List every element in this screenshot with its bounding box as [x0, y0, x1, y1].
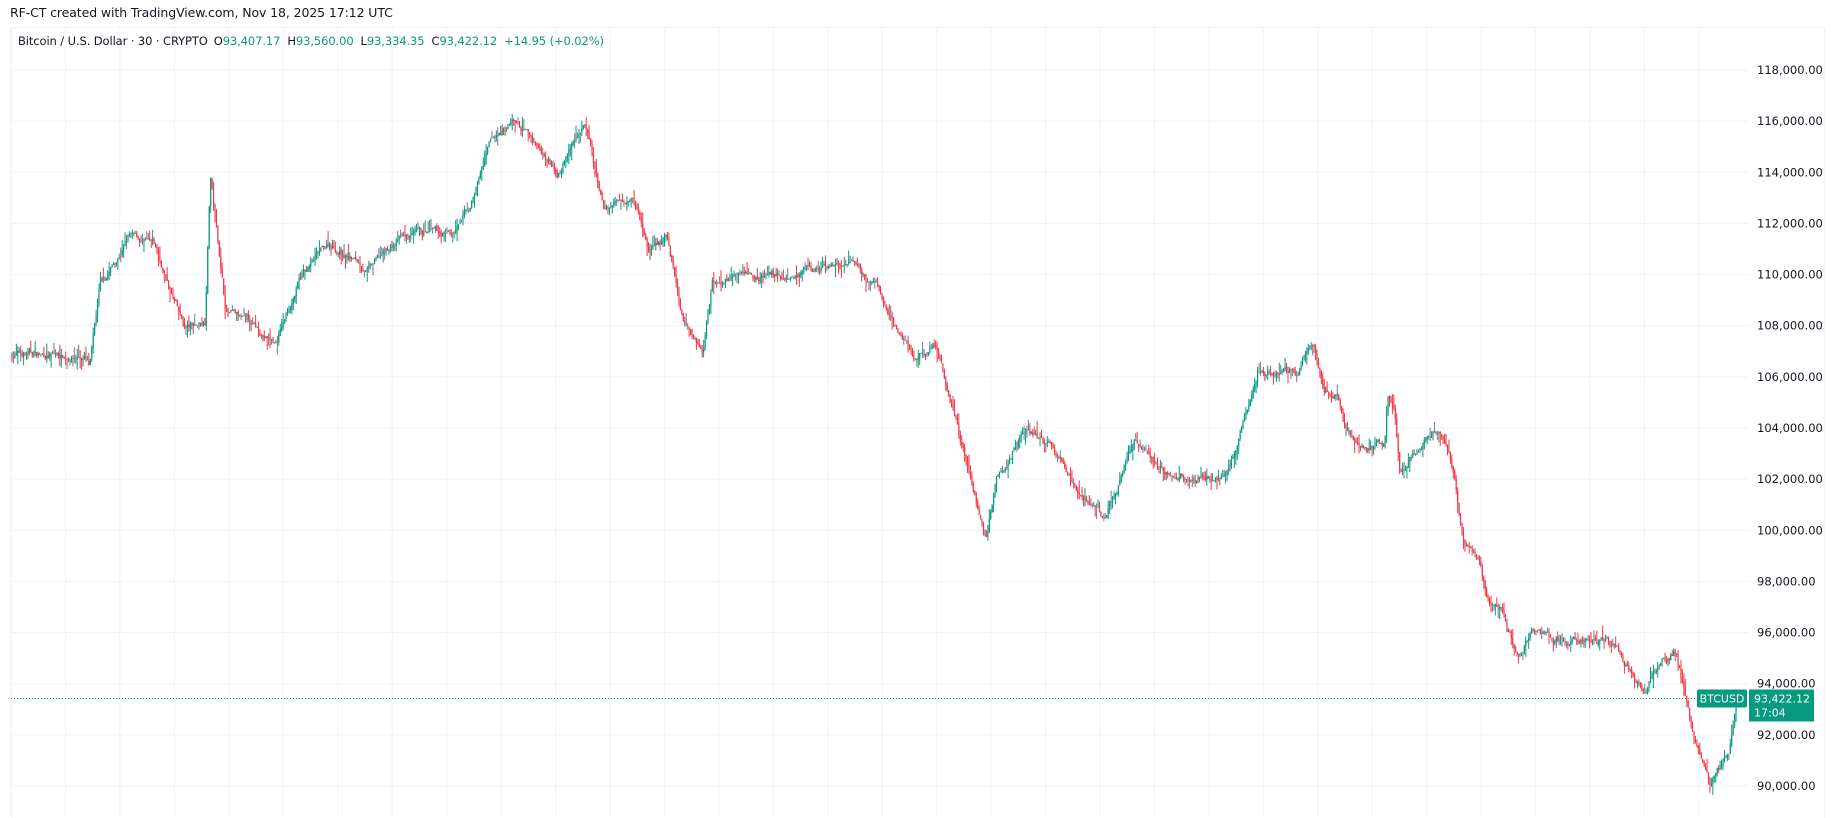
price-axis-label: 112,000.00 [1757, 216, 1823, 230]
price-axis-label: 114,000.00 [1757, 165, 1823, 179]
price-axis-label: 108,000.00 [1757, 319, 1823, 333]
price-axis-label: 104,000.00 [1757, 421, 1823, 435]
symbol-title[interactable]: Bitcoin / U.S. Dollar · 30 · CRYPTO [18, 34, 208, 48]
symbol-tag-label: BTCUSD [1700, 692, 1745, 705]
price-axis-label: 90,000.00 [1757, 779, 1816, 793]
price-axis-label: 106,000.00 [1757, 370, 1823, 384]
bar-countdown: 17:04 [1754, 706, 1786, 719]
last-price-value: 93,422.12 [1754, 692, 1810, 705]
high-value: 93,560.00 [295, 34, 354, 48]
price-axis-label: 96,000.00 [1757, 626, 1816, 640]
candles [11, 114, 1737, 795]
price-axis-label: 102,000.00 [1757, 472, 1823, 486]
low-label: L [360, 34, 367, 48]
price-axis-label: 94,000.00 [1757, 677, 1816, 691]
symbol-legend: Bitcoin / U.S. Dollar · 30 · CRYPTO O 93,… [18, 34, 604, 48]
high-label: H [287, 34, 296, 48]
low-value: 93,334.35 [366, 34, 425, 48]
price-axis-label: 98,000.00 [1757, 574, 1816, 588]
price-axis-label: 110,000.00 [1757, 268, 1823, 282]
price-axis-label: 100,000.00 [1757, 523, 1823, 537]
close-label: C [431, 34, 440, 48]
watermark: RF-CT created with TradingView.com, Nov … [10, 5, 393, 20]
price-axis[interactable]: 118,000.00 116,000.00 114,000.00 112,000.00… [1757, 63, 1823, 793]
open-value: 93,407.17 [222, 34, 281, 48]
close-value: 93,422.12 [439, 34, 498, 48]
price-axis-label: 118,000.00 [1757, 63, 1823, 77]
price-axis-label: 116,000.00 [1757, 114, 1823, 128]
change-value: +14.95 (+0.02%) [504, 34, 604, 48]
price-axis-label: 92,000.00 [1757, 728, 1816, 742]
open-label: O [213, 34, 223, 48]
symbol-tag: BTCUSD [1697, 689, 1747, 708]
